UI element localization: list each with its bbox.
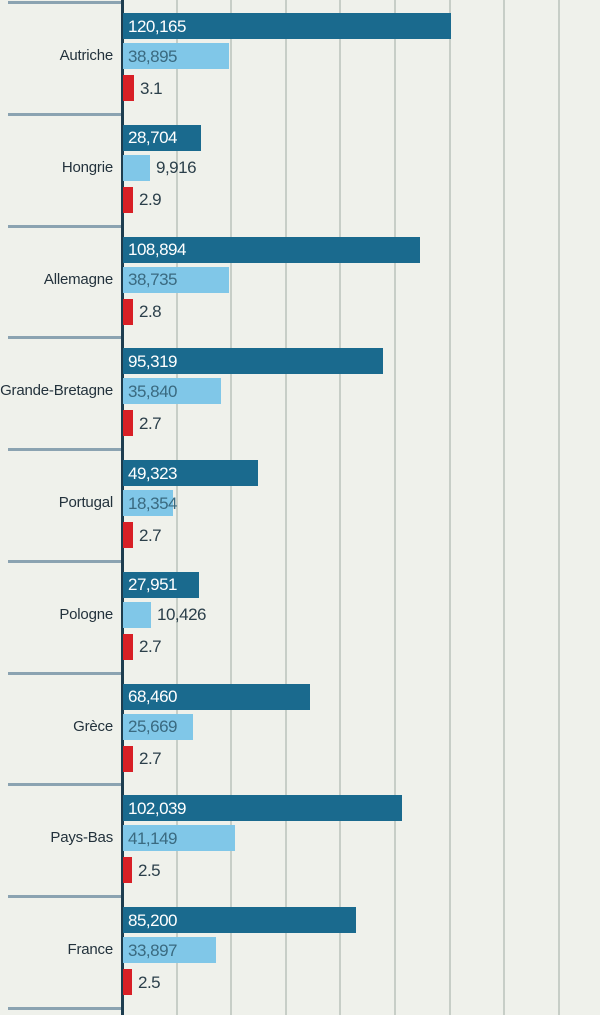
bar-value-label: 2.9 [139,190,162,210]
bar-value-label: 2.7 [139,413,162,433]
bar-value-label: 85,200 [128,910,178,930]
gridline [448,0,451,1015]
bar-total: 102,039 [123,795,402,822]
bar-ratio: 2.5 [123,857,161,884]
bar-ratio: 3.1 [123,75,163,101]
bar-value-label: 2.7 [139,525,162,545]
bar-total: 49,323 [123,460,258,487]
bar-secondary: 10,426 [123,601,207,628]
bar-value-label: 2.7 [139,637,162,657]
bar-secondary: 35,840 [123,378,221,405]
bar-value-label: 120,165 [128,16,186,36]
bar-total: 108,894 [123,236,420,263]
bar-value-label: 49,323 [128,463,178,483]
bar-total: 95,319 [123,348,383,375]
bar-value-label: 27,951 [128,575,178,595]
bar-secondary: 41,149 [123,825,235,852]
bar-secondary: 38,735 [123,266,229,293]
gridline [557,0,560,1015]
bar-ratio: 2.9 [123,186,162,213]
bar-value-label: 18,354 [128,493,178,513]
row-divider [8,1,121,4]
country-label: Pays-Bas [50,829,113,847]
bar-secondary: 33,897 [123,937,216,964]
bar-total: 28,704 [123,124,201,151]
bar-ratio: 2.7 [123,410,162,437]
country-label: Allemagne [43,270,113,288]
row-divider [8,559,121,563]
bar-ratio: 2.7 [123,745,162,772]
gridline [230,0,233,1015]
country-row: Hongrie 28,704 9,916 2.9 [0,112,600,226]
country-row: Grande-Bretagne 95,319 35,840 2.7 [0,336,600,449]
bar-secondary: 18,354 [123,490,178,517]
bar-ratio: 2.5 [123,969,161,996]
bar-secondary: 9,916 [123,154,197,181]
bar-value-label: 2.8 [139,302,162,322]
bar-value-label: 41,149 [128,828,178,848]
row-divider [8,224,121,228]
country-row: Pologne 27,951 10,426 2.7 [0,559,600,673]
country-label: Pologne [59,605,113,623]
bar-secondary: 38,895 [123,43,229,69]
gridline [284,0,287,1015]
bar-ratio: 2.7 [123,633,162,660]
bar-value-label: 3.1 [140,78,163,98]
bar-value-label: 2.5 [138,860,161,880]
bar-value-label: 95,319 [128,351,178,371]
gridline [175,0,178,1015]
bar-total: 68,460 [123,683,310,710]
gridline [394,0,396,1015]
bar-value-label: 38,735 [128,270,178,290]
bar-value-label: 2.5 [138,972,161,992]
row-divider [8,1007,121,1011]
bar-secondary: 25,669 [123,713,193,740]
country-row: Autriche 120,165 38,895 3.1 [0,1,600,114]
country-label: France [67,941,114,959]
gridline [503,0,506,1015]
row-divider [8,448,121,452]
row-divider [8,336,121,340]
country-row: Allemagne 108,894 38,735 2.8 [0,224,600,338]
gridline [339,0,342,1015]
bar-total: 27,951 [123,571,199,598]
bar-value-label: 33,897 [128,940,178,960]
row-divider [8,112,121,116]
bar-value-label: 68,460 [128,687,178,707]
country-label: Hongrie [61,158,113,176]
bar-value-label: 108,894 [128,240,186,260]
row-divider [8,671,121,675]
country-row: Portugal 49,323 18,354 2.7 [0,448,600,561]
bar-value-label: 10,426 [157,605,207,625]
bar-value-label: 38,895 [128,46,178,66]
bar-value-label: 9,916 [156,158,197,178]
country-label: Grèce [73,717,113,735]
country-label: Grande-Bretagne [0,382,113,400]
country-row: France 85,200 33,897 2.5 [0,895,600,1008]
row-divider [8,783,121,787]
bar-ratio: 2.7 [123,522,162,549]
axis-line [121,0,124,1015]
bar-value-label: 28,704 [128,128,178,148]
bar-total: 120,165 [123,13,451,39]
country-label: Portugal [58,494,113,512]
bar-value-label: 102,039 [128,798,186,818]
country-row: Pays-Bas 102,039 41,149 2.5 [0,783,600,896]
bar-value-label: 35,840 [128,381,178,401]
bar-ratio: 2.8 [123,298,162,325]
bar-value-label: 2.7 [139,749,162,769]
bar-value-label: 25,669 [128,717,178,737]
country-label: Autriche [59,47,114,64]
country-row: Grèce 68,460 25,669 2.7 [0,671,600,785]
bar-total: 85,200 [123,907,356,934]
row-divider [8,895,121,899]
